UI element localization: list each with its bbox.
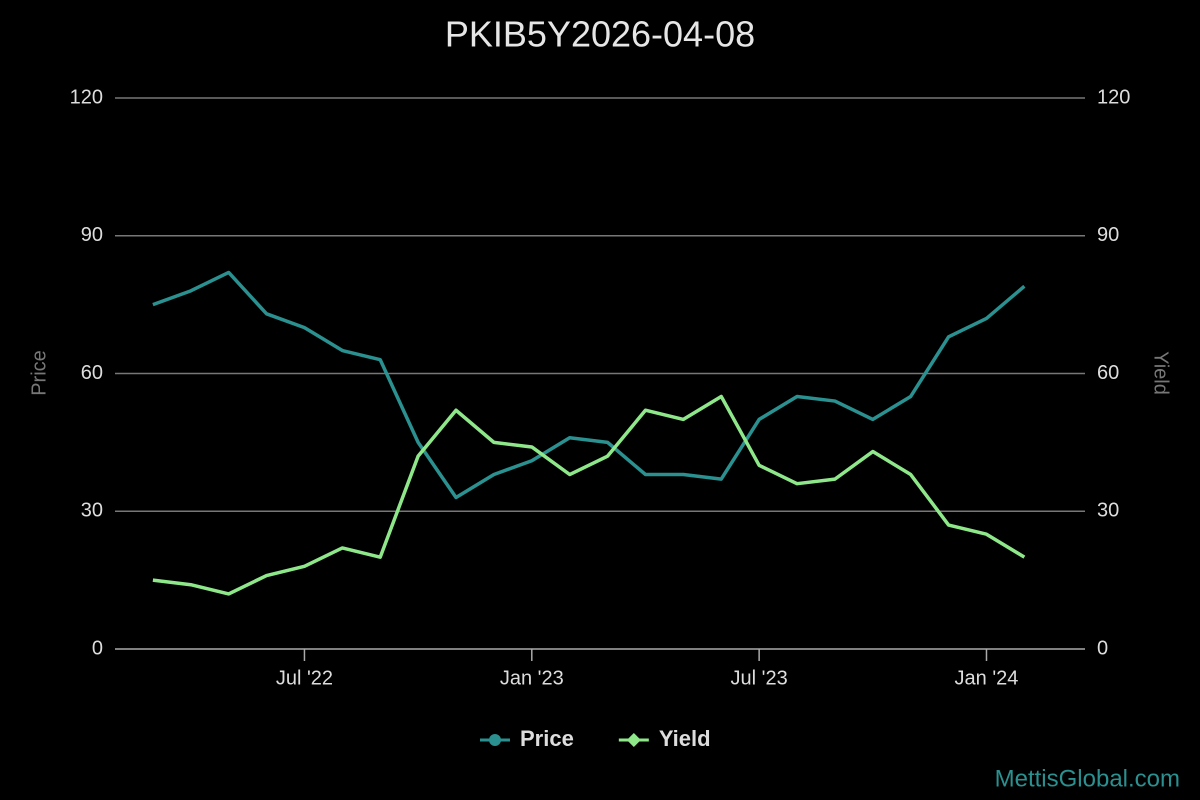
- legend-label: Yield: [659, 726, 711, 751]
- watermark: MettisGlobal.com: [995, 765, 1180, 792]
- y-tick-label: 0: [92, 637, 103, 659]
- y-tick-label: 30: [81, 500, 103, 522]
- y2-tick-label: 90: [1097, 224, 1119, 246]
- y2-tick-label: 30: [1097, 500, 1119, 522]
- y-tick-label: 60: [81, 362, 103, 384]
- y2-tick-label: 0: [1097, 637, 1108, 659]
- x-tick-label: Jan '23: [500, 667, 564, 689]
- legend-marker: [626, 733, 641, 747]
- series-line: [152, 394, 1026, 596]
- x-tick-label: Jul '22: [276, 667, 333, 689]
- series-line: [152, 270, 1026, 500]
- y2-tick-label: 60: [1097, 362, 1119, 384]
- chart-title: PKIB5Y2026-04-08: [445, 14, 755, 55]
- x-tick-label: Jan '24: [955, 667, 1019, 689]
- y2-axis-label: Yield: [1150, 351, 1172, 395]
- y-tick-label: 120: [70, 86, 103, 108]
- legend-label: Price: [520, 726, 574, 751]
- y-axis-label: Price: [28, 350, 50, 396]
- x-tick-label: Jul '23: [731, 667, 788, 689]
- y-tick-label: 90: [81, 224, 103, 246]
- y2-tick-label: 120: [1097, 86, 1130, 108]
- legend-marker: [489, 734, 501, 746]
